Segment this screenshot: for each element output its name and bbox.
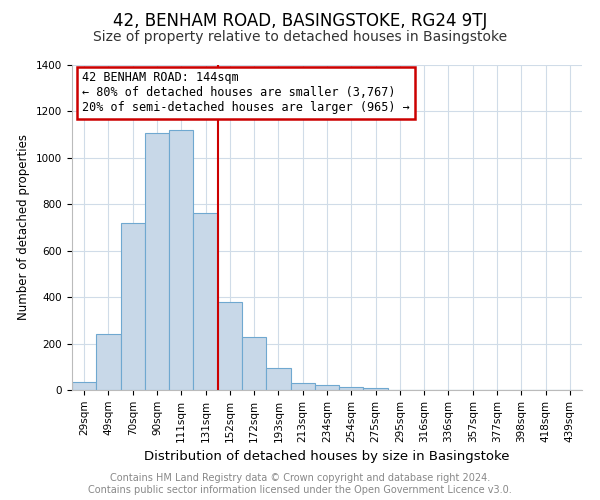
Bar <box>339 386 364 390</box>
Bar <box>364 388 388 390</box>
Bar <box>121 224 145 390</box>
Text: Size of property relative to detached houses in Basingstoke: Size of property relative to detached ho… <box>93 30 507 44</box>
Bar <box>145 133 169 390</box>
Bar <box>266 368 290 390</box>
Bar <box>290 383 315 390</box>
Text: Contains HM Land Registry data © Crown copyright and database right 2024.
Contai: Contains HM Land Registry data © Crown c… <box>88 474 512 495</box>
Bar <box>193 213 218 390</box>
Bar <box>72 382 96 390</box>
Text: 42 BENHAM ROAD: 144sqm
← 80% of detached houses are smaller (3,767)
20% of semi-: 42 BENHAM ROAD: 144sqm ← 80% of detached… <box>82 72 410 114</box>
Y-axis label: Number of detached properties: Number of detached properties <box>17 134 31 320</box>
X-axis label: Distribution of detached houses by size in Basingstoke: Distribution of detached houses by size … <box>144 450 510 463</box>
Bar <box>96 334 121 390</box>
Bar <box>218 302 242 390</box>
Bar <box>169 130 193 390</box>
Bar <box>242 336 266 390</box>
Text: 42, BENHAM ROAD, BASINGSTOKE, RG24 9TJ: 42, BENHAM ROAD, BASINGSTOKE, RG24 9TJ <box>113 12 487 30</box>
Bar <box>315 386 339 390</box>
